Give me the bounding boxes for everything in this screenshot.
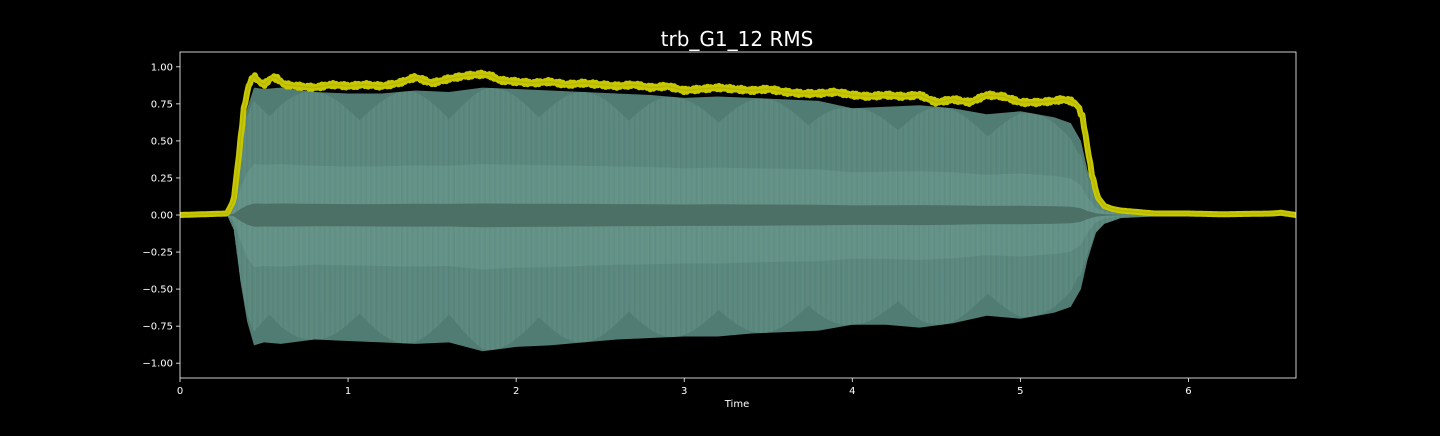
x-tick-label: 5 bbox=[1017, 386, 1023, 397]
rms-line bbox=[180, 73, 1296, 216]
plot-content bbox=[180, 69, 1296, 352]
x-axis-label: Time bbox=[724, 399, 749, 410]
x-tick-label: 6 bbox=[1185, 386, 1191, 397]
y-tick-label: 0.50 bbox=[151, 136, 173, 147]
y-tick-label: 0.25 bbox=[151, 173, 173, 184]
y-tick-label: 0.75 bbox=[151, 99, 173, 110]
y-tick-label: 1.00 bbox=[151, 62, 173, 73]
x-tick-label: 2 bbox=[513, 386, 519, 397]
plot-area bbox=[180, 69, 1296, 352]
y-tick-label: −0.50 bbox=[142, 285, 173, 296]
waveform-center-band bbox=[180, 203, 1296, 228]
x-tick-label: 3 bbox=[681, 386, 687, 397]
x-tick-label: 4 bbox=[849, 386, 855, 397]
y-tick-label: −1.00 bbox=[142, 359, 173, 370]
axes: 0 1 2 3 4 5 6 1.00 0.75 0.50 0.25 0.00 −0.25 −0.50 −0.… bbox=[142, 51, 1297, 397]
x-tick-label: 0 bbox=[177, 386, 183, 397]
waveform-mid-band bbox=[180, 164, 1296, 270]
y-tick-label: −0.25 bbox=[142, 248, 173, 259]
y-tick-label: −0.75 bbox=[142, 322, 173, 333]
x-tick-label: 1 bbox=[345, 386, 351, 397]
y-tick-label: 0.00 bbox=[151, 211, 173, 222]
chart-title: trb_G1_12 RMS bbox=[661, 27, 814, 51]
